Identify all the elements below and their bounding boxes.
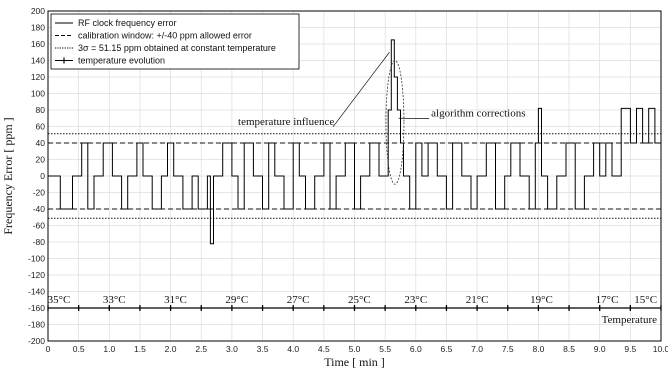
y-tick-label: 160 xyxy=(31,39,45,49)
x-tick-label: 3.0 xyxy=(226,344,238,354)
y-tick-label: 20 xyxy=(36,155,46,165)
legend-entry: temperature evolution xyxy=(78,56,165,66)
y-tick-label: -200 xyxy=(28,336,45,346)
x-tick-label: 9.5 xyxy=(624,344,636,354)
y-tick-label: 100 xyxy=(31,89,45,99)
x-tick-label: 8.5 xyxy=(563,344,575,354)
x-tick-label: 8.0 xyxy=(532,344,544,354)
legend-box xyxy=(50,13,300,70)
series-rf-clock-error xyxy=(48,39,661,245)
temperature-label: 19°C xyxy=(530,294,553,306)
y-tick-label: -40 xyxy=(33,204,46,214)
x-tick-label: 1.0 xyxy=(103,344,115,354)
plot-frame xyxy=(47,10,662,342)
temperature-label: 31°C xyxy=(164,294,187,306)
x-tick-label: 1.5 xyxy=(134,344,146,354)
x-axis-label: Time [ min ] xyxy=(324,355,385,369)
temperature-evolution: 35°C 33°C 31°C 29°C 27°C 25°C 23°C 21°C 19°C 17°C… xyxy=(47,294,662,326)
x-tick-label: 5.0 xyxy=(349,344,361,354)
temperature-label: 33°C xyxy=(103,294,126,306)
x-tick-label: 10.0 xyxy=(653,344,668,354)
x-tick-label: 0.5 xyxy=(73,344,85,354)
temperature-end-label: Temperature xyxy=(602,314,658,326)
temperature-label: 27°C xyxy=(287,294,310,306)
annotation-label: algorithm corrections xyxy=(431,108,525,120)
y-tick-label: -60 xyxy=(33,221,46,231)
x-tick-label: 7.5 xyxy=(502,344,514,354)
y-tick-label: 140 xyxy=(31,56,45,66)
temperature-label: 15°C xyxy=(634,294,657,306)
temperature-label: 21°C xyxy=(466,294,489,306)
y-tick-label: 40 xyxy=(36,138,46,148)
y-tick-label: 200 xyxy=(31,6,45,16)
y-tick-label: 80 xyxy=(36,105,46,115)
y-tick-label: -20 xyxy=(33,188,46,198)
y-tick-label: 60 xyxy=(36,122,46,132)
tick-labels: 0 0.5 1.0 1.5 2.0 2.5 3.0 3.5 4.0 4.5 5.0 5.5 6.0 6.5… xyxy=(28,6,668,354)
legend: RF clock frequency error calibration wind… xyxy=(50,13,300,70)
x-tick-label: 7.0 xyxy=(471,344,483,354)
y-tick-label: 0 xyxy=(40,171,45,181)
y-axis-label: Frequency Error [ ppm ] xyxy=(1,117,15,234)
x-tick-label: 2.5 xyxy=(195,344,207,354)
y-tick-label: -180 xyxy=(28,320,45,330)
y-tick-label: 180 xyxy=(31,23,45,33)
x-tick-label: 9.0 xyxy=(594,344,606,354)
legend-entry: 3σ = 51.15 ppm obtained at constant temp… xyxy=(78,43,276,53)
annotations: temperature influence algorithm correctio… xyxy=(238,52,526,185)
temperature-label: 25°C xyxy=(348,294,371,306)
legend-entry: calibration window: +/-40 ppm allowed er… xyxy=(78,31,252,41)
x-tick-label: 0 xyxy=(46,344,51,354)
temperature-label: 35°C xyxy=(48,294,71,306)
annotation-ellipse xyxy=(385,60,405,185)
temperature-label: 17°C xyxy=(596,294,619,306)
series-layer xyxy=(48,39,661,245)
temperature-label: 23°C xyxy=(404,294,427,306)
y-tick-label: -140 xyxy=(28,287,45,297)
y-tick-label: -100 xyxy=(28,254,45,264)
annotation-label: temperature influence xyxy=(238,116,334,128)
x-tick-label: 6.5 xyxy=(441,344,453,354)
y-tick-label: -80 xyxy=(33,237,46,247)
annotation-pointer xyxy=(332,52,390,128)
legend-entry: RF clock frequency error xyxy=(78,18,177,28)
y-tick-label: -160 xyxy=(28,303,45,313)
y-tick-label: 120 xyxy=(31,72,45,82)
x-tick-label: 5.5 xyxy=(379,344,391,354)
x-tick-label: 3.5 xyxy=(257,344,269,354)
plot-border xyxy=(47,10,662,342)
y-tick-label: -120 xyxy=(28,270,45,280)
temperature-label: 29°C xyxy=(225,294,248,306)
x-tick-label: 6.0 xyxy=(410,344,422,354)
x-tick-label: 2.0 xyxy=(165,344,177,354)
x-tick-label: 4.0 xyxy=(287,344,299,354)
x-tick-label: 4.5 xyxy=(318,344,330,354)
